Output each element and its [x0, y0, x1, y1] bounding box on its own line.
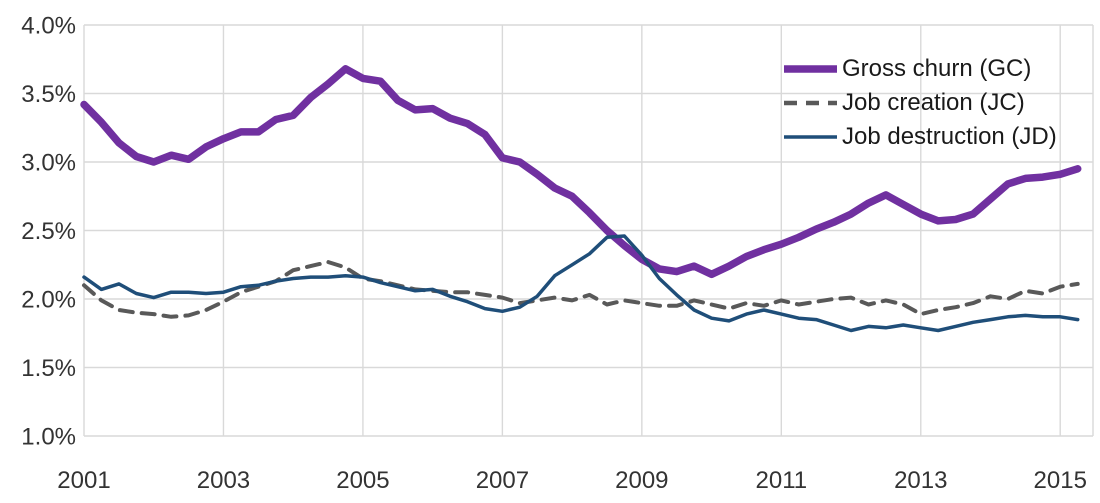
legend-item-gross-churn: Gross churn (GC) [784, 52, 1057, 86]
x-tick-label: 2011 [756, 467, 808, 494]
y-tick-label: 4.0% [21, 13, 76, 40]
legend-label-job-creation: Job creation (JC) [842, 89, 1025, 116]
legend-label-gross-churn: Gross churn (GC) [842, 55, 1032, 82]
y-tick-label: 3.0% [21, 150, 76, 177]
x-tick-label: 2001 [57, 467, 110, 494]
x-tick-label: 2007 [476, 467, 529, 494]
chart-legend: Gross churn (GC) Job creation (JC) Job d… [784, 52, 1057, 154]
y-axis-labels: 4.0% 3.5% 3.0% 2.5% 2.0% 1.5% 1.0% [21, 13, 76, 451]
y-tick-label: 2.0% [21, 287, 76, 314]
thin-solid-line-swatch [784, 135, 837, 139]
x-tick-label: 2015 [1034, 467, 1087, 494]
x-tick-label: 2013 [894, 467, 947, 494]
y-tick-label: 2.5% [21, 218, 76, 245]
series-line-0 [80, 65, 1082, 279]
dashed-line-swatch [784, 100, 837, 106]
legend-label-job-destruction: Job destruction (JD) [842, 123, 1057, 150]
data-series [80, 65, 1082, 333]
x-tick-label: 2009 [615, 467, 668, 494]
legend-item-job-creation: Job creation (JC) [784, 86, 1057, 120]
series-line-2 [82, 234, 1080, 333]
gridlines [83, 24, 1094, 437]
y-tick-label: 1.0% [21, 424, 76, 451]
y-tick-label: 3.5% [21, 81, 76, 108]
thick-solid-line-swatch [784, 65, 837, 73]
legend-item-job-destruction: Job destruction (JD) [784, 120, 1057, 154]
x-axis-labels: 2001 2003 2005 2007 2009 2011 2013 2015 [57, 467, 1087, 494]
series-line-1 [82, 260, 1080, 319]
x-tick-label: 2003 [197, 467, 250, 494]
y-tick-label: 1.5% [21, 355, 76, 382]
x-tick-label: 2005 [336, 467, 389, 494]
